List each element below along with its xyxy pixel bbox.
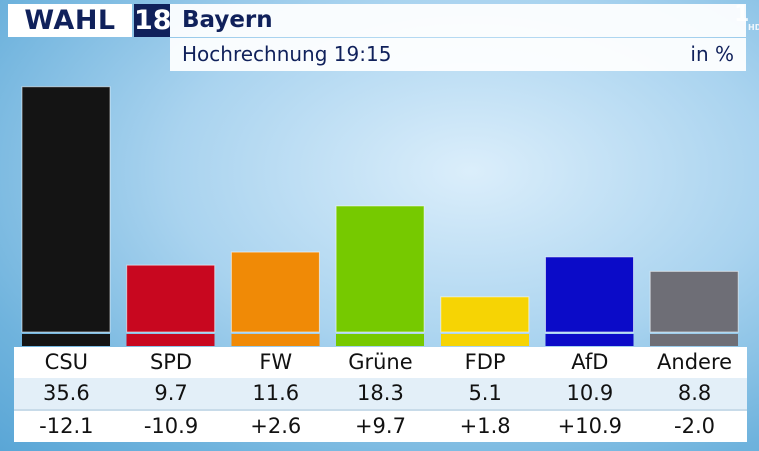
change-afd: +10.9 [557, 414, 623, 438]
results-table: CSU SPD FW Grüne FDP AfD Andere 35.6 9.7… [14, 347, 747, 442]
percentage-row: 35.6 9.7 11.6 18.3 5.1 10.9 8.8 [14, 378, 747, 409]
party-name-row: CSU SPD FW Grüne FDP AfD Andere [14, 347, 747, 378]
change-fw: +2.6 [250, 414, 302, 438]
channel-logo-icon: 1 HD [734, 2, 759, 32]
change-fdp: +1.8 [459, 414, 511, 438]
party-name-gruene: Grüne [348, 350, 413, 374]
bar-gruene [335, 205, 425, 333]
projection-label: Hochrechnung 19:15 [182, 42, 392, 66]
party-name-fdp: FDP [464, 350, 506, 374]
bar-fdp [440, 296, 530, 333]
header: WAHL 18 Bayern Hochrechnung 19:15 in % 1… [0, 0, 759, 75]
wahl-logo-text: WAHL [8, 4, 132, 37]
value-csu: 35.6 [42, 381, 90, 405]
bar-base-andere [650, 334, 739, 346]
party-name-andere: Andere [657, 350, 733, 374]
change-row: -12.1 -10.9 +2.6 +9.7 +1.8 +10.9 -2.0 [14, 409, 747, 442]
change-spd: -10.9 [143, 414, 199, 438]
bar-andere [649, 270, 739, 333]
channel-logo-number: 1 [734, 2, 750, 27]
bar-csu [21, 86, 111, 333]
region-title: Bayern [170, 4, 746, 37]
party-name-afd: AfD [571, 350, 609, 374]
value-fw: 11.6 [252, 381, 300, 405]
channel-hd-badge: HD [748, 23, 759, 32]
bar-base-csu [22, 334, 110, 346]
value-gruene: 18.3 [357, 381, 404, 405]
bar-spd [126, 264, 216, 333]
bar-base-afd [545, 334, 634, 346]
unit-label: in % [690, 42, 734, 66]
value-afd: 10.9 [566, 381, 614, 405]
bar-base-gruene [336, 334, 425, 346]
party-name-fw: FW [259, 350, 293, 374]
change-gruene: +9.7 [354, 414, 406, 438]
bar-base-fw [231, 334, 320, 346]
bar-base-fdp [440, 334, 529, 346]
party-name-csu: CSU [44, 350, 89, 374]
subtitle-bar: Hochrechnung 19:15 in % [170, 38, 746, 71]
value-andere: 8.8 [677, 381, 712, 405]
party-name-spd: SPD [149, 350, 193, 374]
wahl-logo-year: 18 [134, 4, 172, 37]
bar-base-spd [126, 334, 215, 346]
bar-fw [230, 251, 320, 333]
value-spd: 9.7 [154, 381, 188, 405]
bar-afd [545, 256, 634, 333]
change-csu: -12.1 [39, 414, 94, 438]
value-fdp: 5.1 [468, 381, 502, 405]
change-andere: -2.0 [674, 414, 716, 438]
